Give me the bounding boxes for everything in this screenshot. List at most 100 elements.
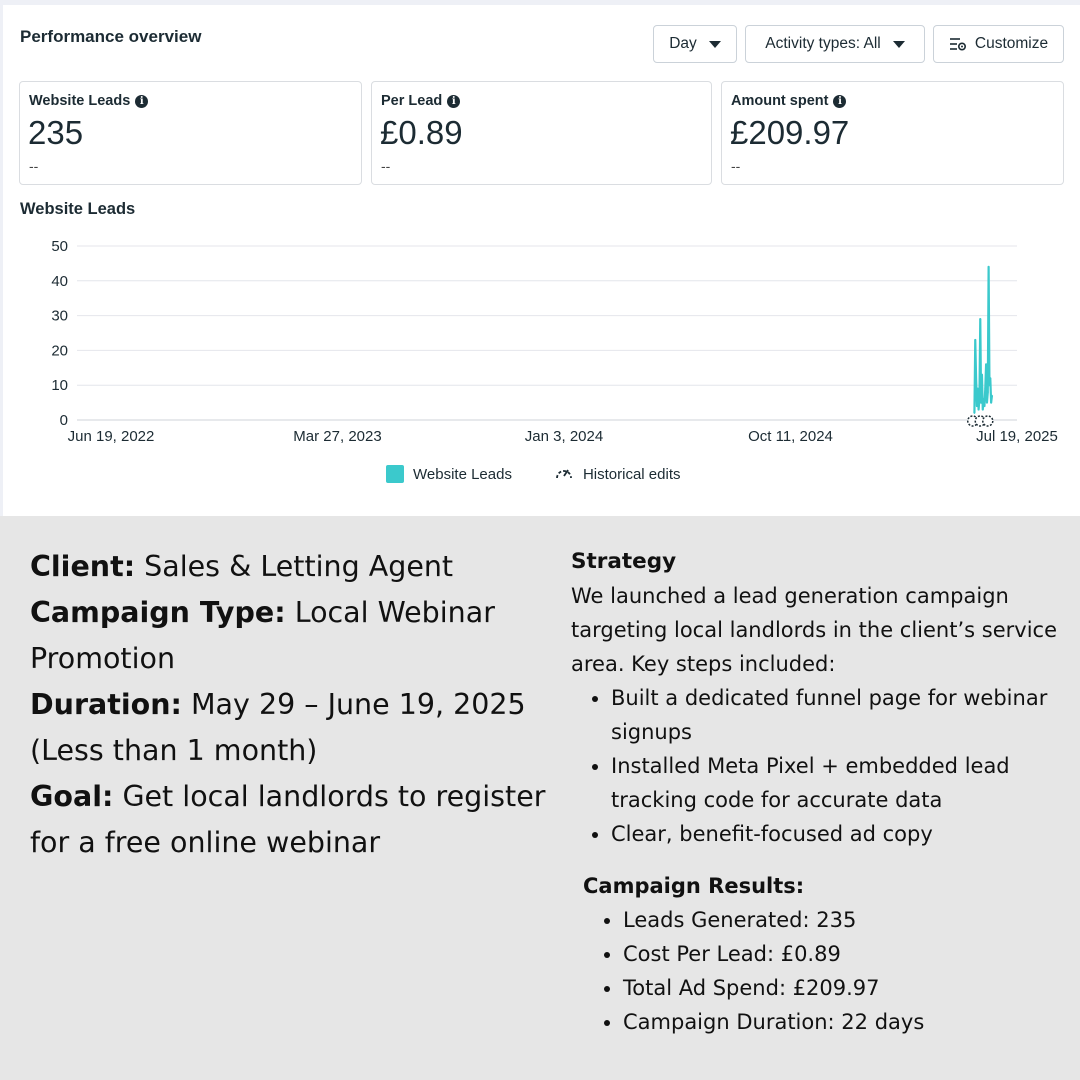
data-point bbox=[982, 398, 985, 401]
x-tick-label: Jul 19, 2025 bbox=[976, 428, 1058, 445]
info-icon[interactable]: i bbox=[447, 94, 461, 108]
metric-label: Per Lead bbox=[381, 93, 443, 109]
metric-card-website-leads[interactable]: Website Leads i 235 -- bbox=[19, 81, 362, 185]
data-point bbox=[974, 339, 977, 341]
info-icon[interactable]: i bbox=[833, 94, 847, 108]
x-tick-label: Mar 27, 2023 bbox=[293, 428, 381, 445]
metric-value: 235 bbox=[28, 114, 84, 151]
metric-value: £0.89 bbox=[380, 114, 463, 151]
activity-types-label: Activity types: All bbox=[765, 35, 881, 52]
data-point bbox=[973, 412, 976, 414]
client-label: Client: bbox=[30, 550, 136, 583]
data-point bbox=[976, 405, 978, 407]
caret-down-icon bbox=[708, 40, 721, 48]
list-item: Clear, benefit-focused ad copy bbox=[611, 817, 1071, 851]
activity-types-dropdown[interactable]: Activity types: All bbox=[745, 25, 925, 63]
series-line-website-leads bbox=[973, 265, 994, 414]
customize-icon bbox=[949, 38, 966, 51]
data-point bbox=[984, 387, 987, 390]
legend-label: Website Leads bbox=[413, 465, 512, 483]
case-study-summary: Client: Sales & Letting Agent Campaign T… bbox=[30, 544, 550, 866]
chart-legend: Website Leads Historical edits bbox=[386, 465, 680, 483]
list-item: Total Ad Spend: £209.97 bbox=[623, 971, 1071, 1005]
customize-button[interactable]: Customize bbox=[933, 25, 1064, 63]
duration-value: May 29 – June 19, 2025 (Less than 1 mont… bbox=[30, 688, 526, 767]
data-point bbox=[986, 401, 988, 404]
strategy-section: Strategy We launched a lead generation c… bbox=[571, 545, 1071, 1039]
data-point bbox=[980, 401, 983, 404]
data-point bbox=[987, 265, 990, 268]
x-tick-label: Jan 3, 2024 bbox=[525, 428, 603, 445]
client-line: Client: Sales & Letting Agent bbox=[30, 544, 550, 590]
legend-swatch bbox=[386, 465, 404, 483]
metric-comparison: -- bbox=[381, 158, 391, 174]
data-point bbox=[986, 391, 989, 394]
y-tick-label: 50 bbox=[51, 238, 68, 255]
day-dropdown[interactable]: Day bbox=[653, 25, 737, 63]
data-point bbox=[978, 398, 981, 401]
campaign-type-line: Campaign Type: Local Webinar Promotion bbox=[30, 590, 550, 682]
metric-card-amount-spent[interactable]: Amount spent i £209.97 -- bbox=[721, 81, 1064, 185]
data-point bbox=[990, 401, 993, 404]
customize-label: Customize bbox=[974, 35, 1049, 52]
data-point bbox=[991, 394, 993, 397]
data-point bbox=[983, 405, 986, 407]
metric-label: Website Leads bbox=[29, 93, 131, 109]
data-point bbox=[979, 318, 982, 320]
y-tick-label: 30 bbox=[51, 308, 68, 325]
metric-label: Amount spent bbox=[731, 93, 829, 109]
goal-value: Get local landlords to register for a fr… bbox=[30, 780, 546, 859]
x-tick-label: Jun 19, 2022 bbox=[68, 428, 155, 445]
list-item: Installed Meta Pixel + embedded lead tra… bbox=[611, 749, 1071, 817]
data-point bbox=[985, 363, 988, 366]
campaign-type-value: Local Webinar Promotion bbox=[30, 596, 495, 675]
metric-label-wrap: Per Lead i bbox=[381, 93, 461, 109]
data-point bbox=[975, 377, 977, 380]
strategy-list: Built a dedicated funnel page for webina… bbox=[571, 681, 1071, 851]
list-item: Cost Per Lead: £0.89 bbox=[623, 937, 1071, 971]
metric-label-wrap: Website Leads i bbox=[29, 93, 149, 109]
panel-title: Performance overview bbox=[20, 27, 202, 46]
x-tick-label: Oct 11, 2024 bbox=[748, 428, 833, 445]
goal-label: Goal: bbox=[30, 780, 114, 813]
historical-edit-icon bbox=[982, 415, 994, 427]
chart-title: Website Leads bbox=[20, 200, 136, 218]
data-point bbox=[977, 408, 980, 411]
duration-label: Duration: bbox=[30, 688, 182, 721]
strategy-intro: We launched a lead generation campaign t… bbox=[571, 584, 1057, 676]
results-list: Leads Generated: 235 Cost Per Lead: £0.8… bbox=[571, 903, 1071, 1039]
y-tick-label: 10 bbox=[51, 377, 68, 394]
legend-item-historical-edits[interactable]: Historical edits bbox=[554, 465, 681, 483]
info-icon[interactable]: i bbox=[135, 94, 149, 108]
list-item: Campaign Duration: 22 days bbox=[623, 1005, 1071, 1039]
legend-item-website-leads[interactable]: Website Leads bbox=[386, 465, 512, 483]
client-value: Sales & Letting Agent bbox=[144, 550, 454, 583]
historical-edit-marker bbox=[982, 415, 994, 427]
duration-line: Duration: May 29 – June 19, 2025 (Less t… bbox=[30, 682, 550, 774]
metric-comparison: -- bbox=[731, 158, 741, 174]
strategy-heading: Strategy bbox=[571, 549, 677, 574]
campaign-type-label: Campaign Type: bbox=[30, 596, 286, 629]
legend-label: Historical edits bbox=[582, 465, 681, 483]
caret-down-icon bbox=[892, 40, 905, 48]
data-point bbox=[981, 408, 984, 411]
list-item: Built a dedicated funnel page for webina… bbox=[611, 681, 1071, 749]
website-leads-chart[interactable]: 0 10 20 30 40 50 Jun 19, 2022 Mar 27, 2023 Jan 3… bbox=[0, 230, 1080, 460]
data-point bbox=[981, 373, 983, 376]
list-item: Leads Generated: 235 bbox=[623, 903, 1071, 937]
metric-value: £209.97 bbox=[730, 114, 850, 151]
historical-edits-icon bbox=[556, 469, 572, 479]
results-heading: Campaign Results: bbox=[583, 874, 805, 898]
data-point bbox=[976, 387, 979, 390]
data-point bbox=[989, 377, 992, 380]
goal-line: Goal: Get local landlords to register fo… bbox=[30, 774, 550, 866]
y-tick-label: 20 bbox=[51, 342, 68, 359]
metric-comparison: -- bbox=[29, 158, 39, 174]
y-tick-label: 40 bbox=[51, 273, 68, 290]
performance-panel: Performance overview Day Activity types:… bbox=[0, 0, 1080, 516]
data-point bbox=[988, 384, 991, 387]
metric-card-per-lead[interactable]: Per Lead i £0.89 -- bbox=[371, 81, 712, 185]
y-tick-label: 0 bbox=[60, 412, 68, 429]
metric-label-wrap: Amount spent i bbox=[731, 93, 847, 109]
panel-edge bbox=[0, 0, 3, 516]
